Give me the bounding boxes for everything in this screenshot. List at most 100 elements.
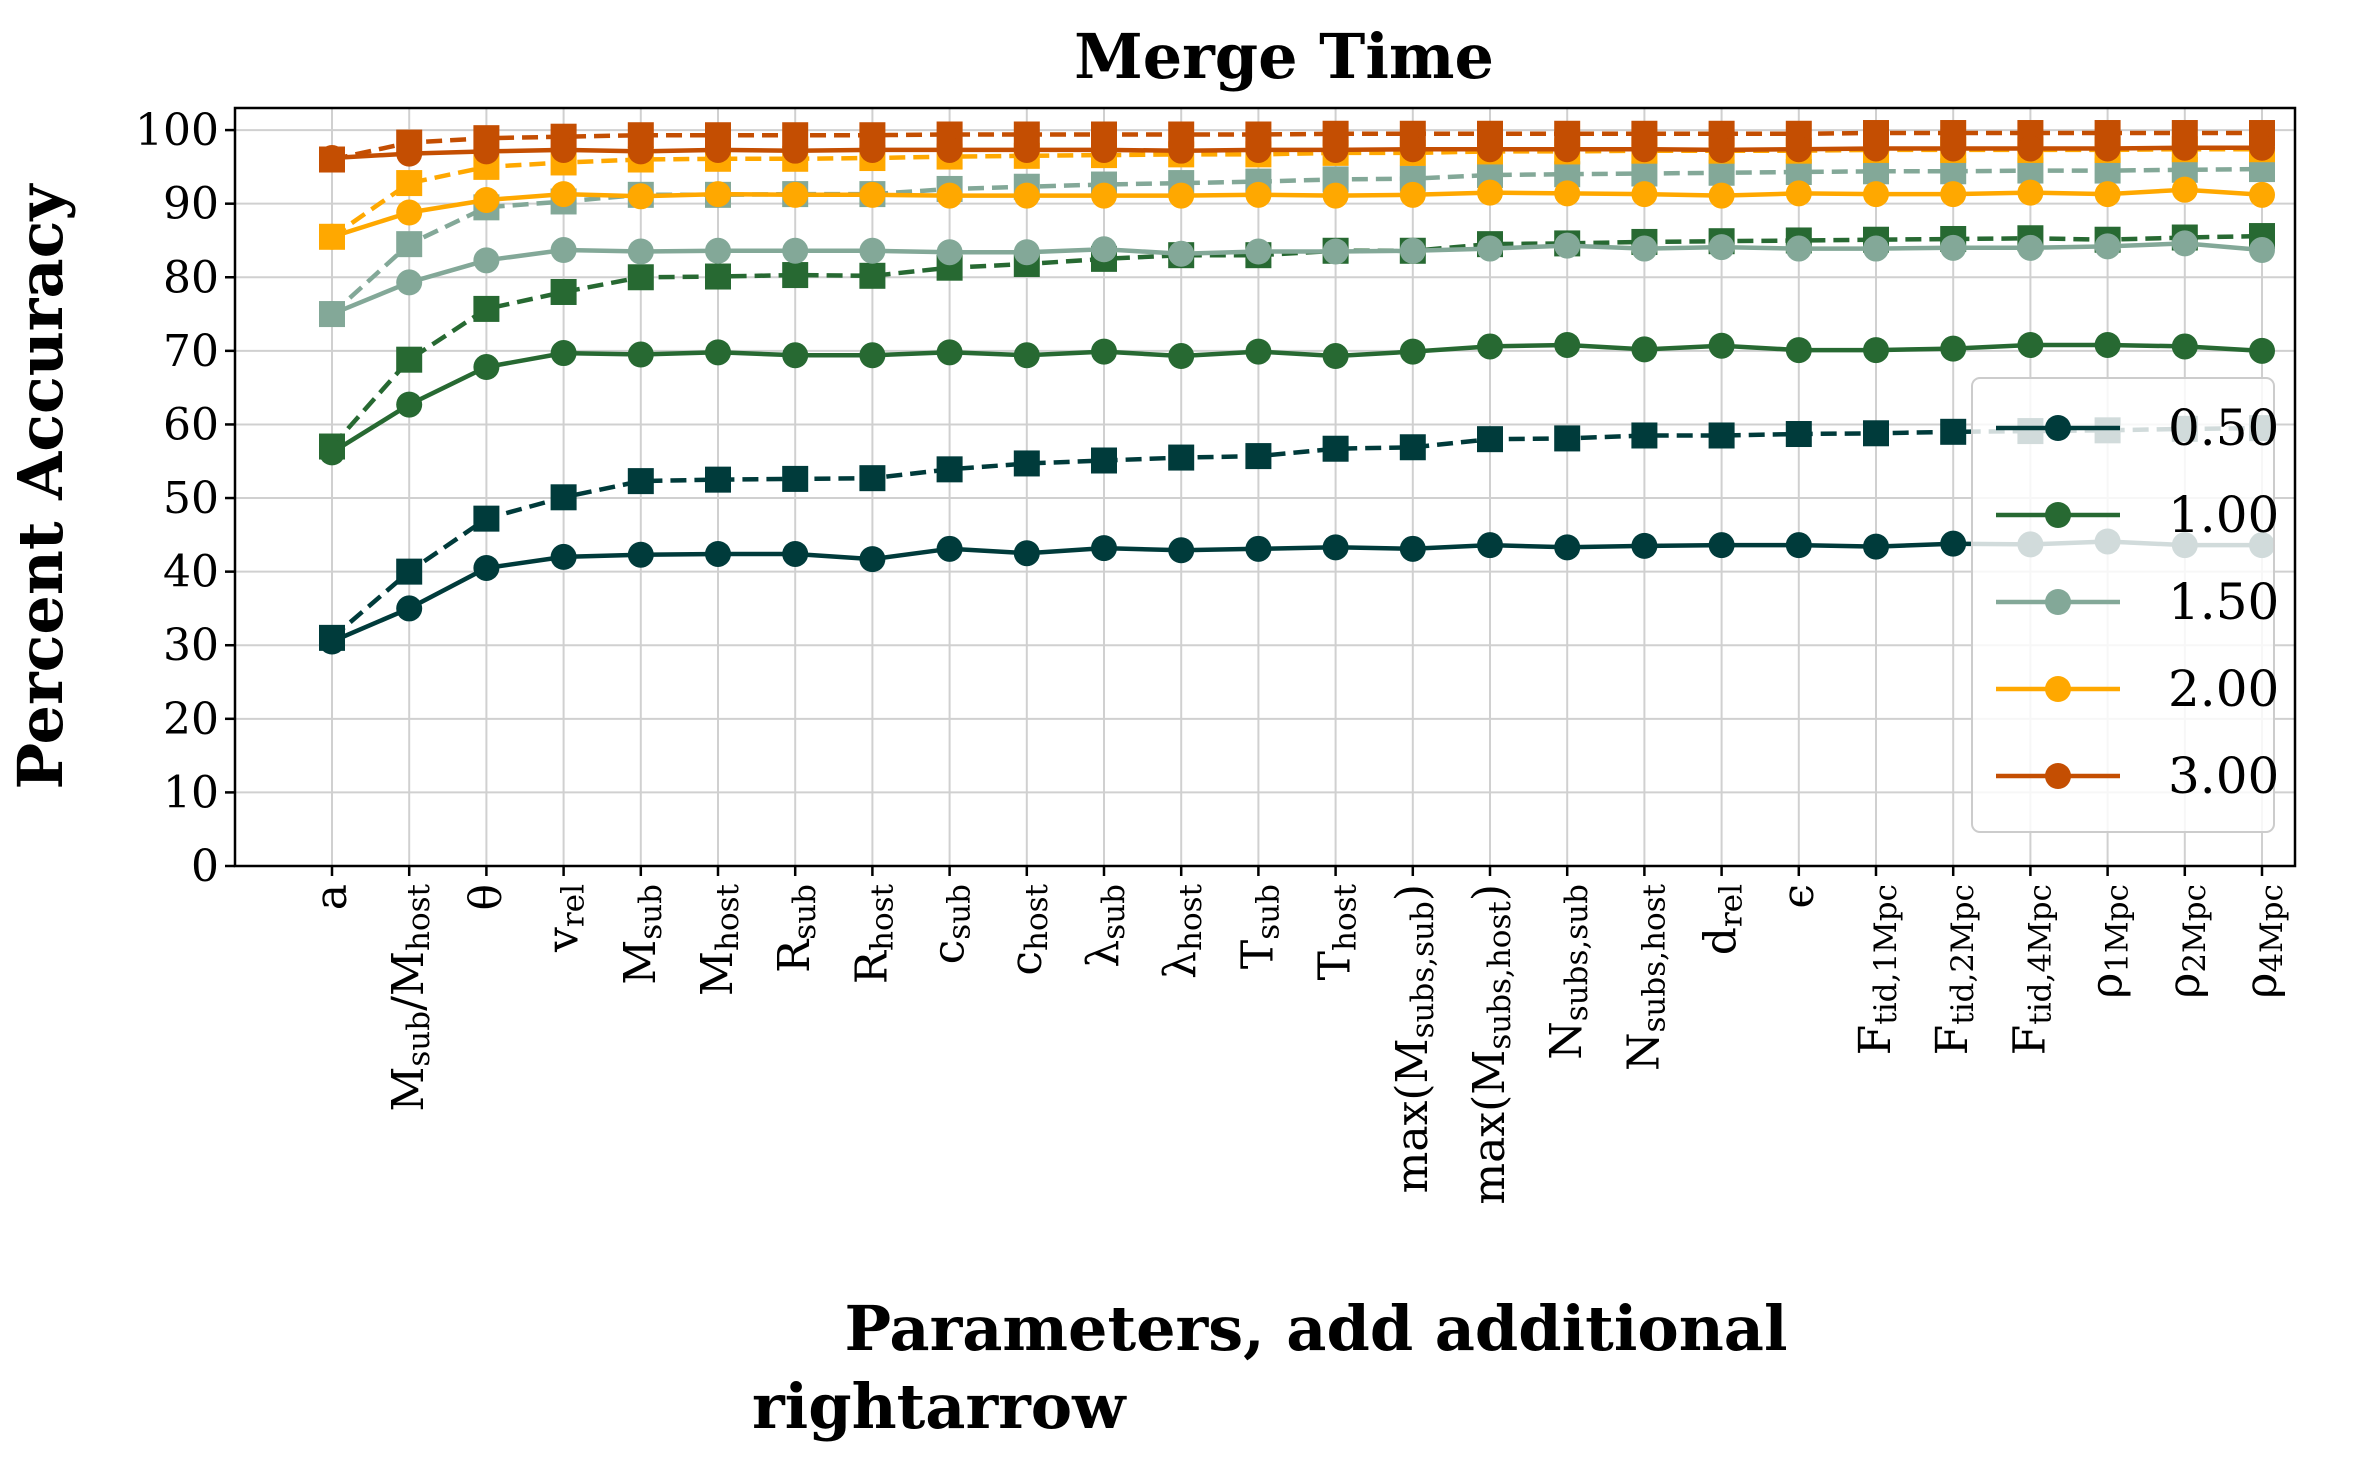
y-tick-label: 30 xyxy=(163,620,219,671)
data-point-square xyxy=(1631,422,1658,449)
data-point-circle xyxy=(1168,182,1195,209)
data-point-circle xyxy=(705,181,731,208)
data-point-circle xyxy=(1940,335,1967,362)
y-axis-label: Percent Accuracy xyxy=(4,183,77,790)
data-point-square xyxy=(1708,159,1735,186)
series-line xyxy=(331,187,2263,239)
legend-label: 0.50 xyxy=(2168,399,2279,457)
series-dashed-5 xyxy=(319,156,2275,328)
x-tick-label: a xyxy=(306,884,357,910)
data-point-circle xyxy=(1322,238,1349,265)
data-point-circle xyxy=(1785,337,1812,364)
data-point-circle xyxy=(782,237,809,264)
legend-label: 2.00 xyxy=(2168,660,2279,718)
data-point-circle xyxy=(705,339,731,366)
data-point-square xyxy=(627,264,654,291)
data-point-circle xyxy=(1631,136,1658,163)
data-point-circle xyxy=(627,138,654,165)
data-point-circle xyxy=(319,223,345,250)
data-point-circle xyxy=(1399,181,1426,208)
data-point-circle xyxy=(473,354,500,381)
data-point-circle xyxy=(2171,134,2198,161)
data-point-square xyxy=(627,468,654,495)
data-point-circle xyxy=(319,145,345,172)
chart-title: Merge Time xyxy=(1074,20,1494,93)
data-point-circle xyxy=(319,439,345,466)
y-tick-label: 50 xyxy=(163,473,219,524)
x-tick-label: chost xyxy=(1001,883,1055,975)
x-tick-label: ρ2Mpc xyxy=(2159,884,2213,999)
data-point-circle xyxy=(1785,180,1812,207)
data-point-square xyxy=(1477,426,1503,453)
data-point-circle xyxy=(1631,235,1658,262)
data-point-square xyxy=(782,262,809,289)
data-point-circle xyxy=(1013,136,1040,163)
data-point-circle xyxy=(1399,535,1426,562)
y-tick-label: 0 xyxy=(191,841,219,892)
data-point-square xyxy=(782,465,809,492)
data-point-circle xyxy=(1013,342,1040,369)
legend-label: 3.00 xyxy=(2168,747,2279,805)
data-point-circle xyxy=(782,137,809,164)
data-point-circle xyxy=(473,247,500,274)
data-point-circle xyxy=(2094,233,2121,260)
data-point-circle xyxy=(396,595,423,622)
data-point-circle xyxy=(1245,338,1272,365)
data-point-circle xyxy=(550,136,577,163)
data-point-circle xyxy=(1631,532,1658,559)
data-point-circle xyxy=(1554,232,1581,259)
data-point-circle xyxy=(1863,235,1889,262)
data-point-circle xyxy=(1322,182,1349,209)
data-point-circle xyxy=(2249,337,2275,364)
legend-marker xyxy=(2045,676,2071,702)
data-point-circle xyxy=(1477,333,1503,360)
y-tick-label: 90 xyxy=(163,179,219,230)
data-point-circle xyxy=(1631,336,1658,363)
y-tick-label: 20 xyxy=(163,694,219,745)
data-point-circle xyxy=(1322,136,1349,163)
series-2.00 xyxy=(319,176,2275,250)
data-point-square xyxy=(1708,422,1735,449)
data-point-circle xyxy=(1245,181,1272,208)
data-point-circle xyxy=(2249,237,2275,264)
x-tick-label: Nsubs,host xyxy=(1618,883,1672,1071)
data-point-square xyxy=(705,466,731,493)
data-point-circle xyxy=(1863,181,1889,208)
data-point-circle xyxy=(473,186,500,213)
data-point-circle xyxy=(627,541,654,568)
data-point-circle xyxy=(1708,532,1735,559)
data-point-square xyxy=(1785,421,1812,448)
series-layer xyxy=(319,120,2275,655)
series-line xyxy=(331,145,2262,161)
legend-marker xyxy=(2045,589,2071,615)
data-point-square xyxy=(396,346,423,373)
x-axis-label-line-1: Parameters, add additional xyxy=(844,1292,1787,1365)
data-point-circle xyxy=(936,535,963,562)
data-point-square xyxy=(1863,420,1889,447)
data-point-square xyxy=(859,262,886,289)
data-point-circle xyxy=(1322,343,1349,370)
x-tick-label: Ftid,4Mpc xyxy=(2004,884,2058,1055)
data-point-circle xyxy=(782,540,809,567)
y-tick-label: 80 xyxy=(163,252,219,303)
data-point-square xyxy=(550,278,577,305)
legend-marker xyxy=(2045,415,2071,441)
x-tick-label: Tsub xyxy=(1232,884,1286,969)
data-point-circle xyxy=(1785,136,1812,163)
data-point-circle xyxy=(859,342,886,369)
data-point-circle xyxy=(1322,534,1349,561)
series-1.00 xyxy=(319,331,2275,466)
data-point-square xyxy=(1322,435,1349,462)
data-point-square xyxy=(396,231,423,258)
series-1.50 xyxy=(319,230,2275,328)
data-point-circle xyxy=(1477,235,1503,262)
data-point-circle xyxy=(2017,331,2044,358)
data-point-circle xyxy=(1477,136,1503,163)
data-point-circle xyxy=(2094,135,2121,162)
data-point-circle xyxy=(473,138,500,165)
data-point-circle xyxy=(1091,236,1117,263)
y-tick-label: 40 xyxy=(163,547,219,598)
data-point-circle xyxy=(782,342,809,369)
y-tick-label: 70 xyxy=(163,326,219,377)
